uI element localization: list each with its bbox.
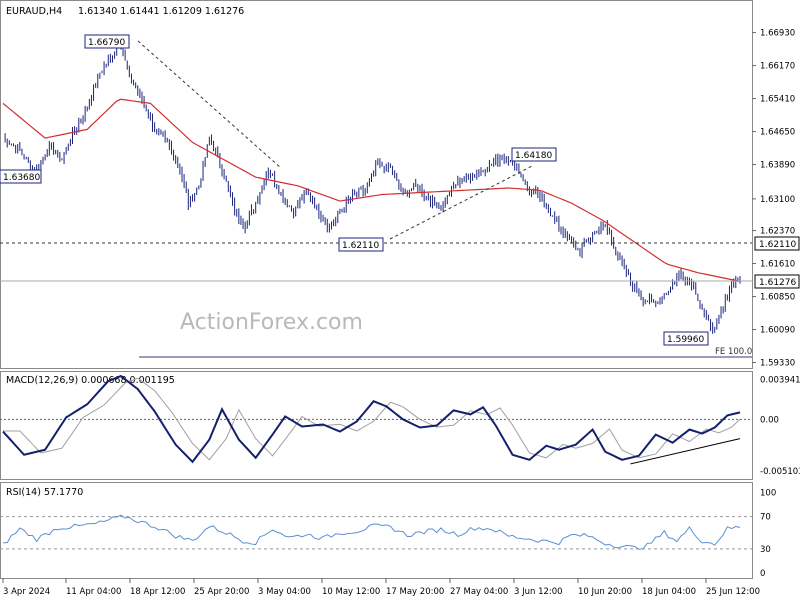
price-y-tick-label: 1.63100 (760, 195, 795, 205)
price-y-tick-label: 1.62370 (760, 227, 795, 237)
macd-y-tick-label: -0.005103 (760, 467, 800, 477)
annotation-low: 1.59960 (667, 335, 704, 345)
annotation-high-box (84, 34, 130, 49)
macd-y-tick-label: 0.003941 (760, 376, 800, 386)
macd-group (0, 374, 752, 465)
price-y-tick-label: 1.63890 (760, 161, 795, 171)
annotation-left-box (0, 169, 42, 184)
x-tick-label: 10 May 12:00 (322, 587, 380, 597)
x-tick-label: 27 May 04:00 (450, 587, 508, 597)
price-y-tick-label: 1.66170 (760, 62, 795, 72)
price-y-tick-label: 1.59330 (760, 359, 795, 369)
macd-signal-line (3, 377, 741, 461)
x-tick-label: 3 Jun 12:00 (514, 587, 563, 597)
price-y-tick-label: 1.64650 (760, 128, 795, 138)
rsi-line (2, 514, 741, 550)
price-header-ohlc: 1.61340 1.61441 1.61209 1.61276 (78, 6, 244, 17)
price-y-tick-label: 1.60850 (760, 293, 795, 303)
watermark: ActionForex.com (180, 310, 363, 335)
projection-line-1 (137, 40, 282, 169)
rsi-y-tick-label: 70 (760, 513, 771, 523)
rsi-panel (0, 482, 753, 579)
x-tick-label: 18 Apr 12:00 (130, 587, 185, 597)
current-price-label: 1.61276 (759, 278, 796, 288)
rsi-y-tick-label: 0 (760, 569, 765, 579)
price-ema-line (2, 98, 741, 282)
macd-y-tick-label: 0.00 (760, 415, 779, 425)
macd-line (2, 374, 741, 464)
price-y-tick-label: 1.65410 (760, 95, 795, 105)
macd-title: MACD(12,26,9) 0.000668 0.001195 (6, 375, 175, 386)
projection-line-2 (389, 164, 535, 240)
x-tick-label: 18 Jun 04:00 (642, 587, 696, 597)
rsi-y-tick-label: 30 (760, 545, 771, 555)
current-price-box (754, 274, 800, 289)
x-tick-label: 11 Apr 04:00 (66, 587, 121, 597)
annotation-high: 1.66790 (88, 38, 125, 48)
price-header-symbol: EURAUD,H4 (6, 6, 62, 17)
price-lines-group (2, 98, 741, 282)
price-panel (0, 0, 753, 369)
annotation-left: 1.63680 (3, 173, 40, 183)
support-price-box (754, 236, 800, 251)
price-y-tick-label: 1.60090 (760, 326, 795, 336)
macd-trendline (630, 438, 741, 465)
annotation-mid-high-box (511, 147, 557, 162)
rsi-title: RSI(14) 57.1770 (6, 487, 83, 498)
annotation-low-box (663, 331, 709, 346)
rsi-y-tick-label: 100 (760, 488, 776, 498)
x-tick-label: 25 Apr 20:00 (194, 587, 249, 597)
support-price-label: 1.62110 (759, 240, 796, 250)
x-tick-label: 3 Apr 2024 (3, 587, 50, 597)
x-tick-label: 3 May 04:00 (258, 587, 311, 597)
annotation-mid-high: 1.64180 (515, 151, 552, 161)
x-tick-label: 25 Jun 12:00 (706, 587, 760, 597)
rsi-group (0, 514, 752, 550)
annotation-mid-low-box (338, 237, 384, 252)
price-y-tick-label: 1.61610 (760, 260, 795, 270)
x-tick-label: 10 Jun 20:00 (578, 587, 632, 597)
fe-label: FE 100.0 (715, 347, 752, 357)
price-y-tick-label: 1.66930 (760, 29, 795, 39)
axis-labels-group: 1.66930 1.66170 1.65410 1.64650 1.63890 1.631… (2, 29, 800, 597)
price-grid (752, 32, 756, 364)
x-tick-label: 17 May 20:00 (386, 587, 444, 597)
macd-panel (0, 371, 753, 480)
annotation-mid-low: 1.62110 (342, 241, 379, 251)
